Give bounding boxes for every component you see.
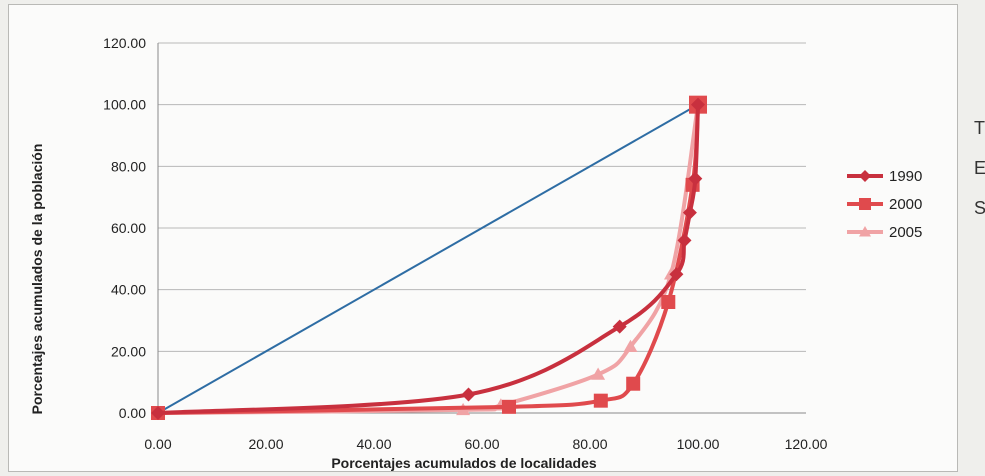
legend-marker-2000 [859, 198, 871, 210]
series-line-1990 [156, 102, 700, 415]
lorenz-chart: 0.00 20.00 40.00 60.00 80.00 100.00 120.00 0.00… [29, 35, 922, 471]
point-1990-3 [669, 267, 684, 282]
legend: 1990 2000 2005 [847, 168, 922, 241]
x-tick-label-0: 0.00 [144, 436, 171, 452]
y-tick-label-1: 20.00 [111, 343, 146, 359]
point-1990-2 [612, 319, 627, 334]
point-2005-4 [623, 339, 638, 352]
legend-marker-1990 [859, 170, 871, 182]
legend-label-2005: 2005 [889, 224, 922, 241]
x-tick-label-3: 60.00 [464, 436, 499, 452]
x-tick-label-5: 100.00 [677, 436, 720, 452]
x-tick-label-4: 80.00 [572, 436, 607, 452]
axis-layer: 0.00 20.00 40.00 60.00 80.00 100.00 120.00 0.00… [103, 35, 827, 452]
x-tick-label-6: 120.00 [785, 436, 828, 452]
series-line-2000 [156, 102, 700, 415]
y-tick-label-5: 100.00 [103, 97, 146, 113]
y-tick-label-0: 0.00 [119, 405, 146, 421]
point-1990-4 [677, 233, 692, 248]
side-text-fragment: T E S [974, 108, 985, 228]
point-1990-1 [461, 387, 476, 402]
point-1990-0 [151, 406, 165, 420]
grid-layer [158, 42, 806, 352]
point-2005-3 [591, 367, 606, 380]
y-tick-label-4: 80.00 [111, 158, 146, 174]
y-tick-label-2: 40.00 [111, 282, 146, 298]
x-axis-title: Porcentajes acumulados de localidades [331, 455, 597, 471]
y-axis-title: Porcentajes acumulados de la población [29, 144, 45, 415]
side-text-line-3: S [974, 198, 985, 218]
point-1990-7 [691, 97, 705, 112]
equality-line [157, 103, 699, 414]
series-layer [151, 95, 707, 420]
side-text-line-1: T [974, 118, 985, 138]
y-tick-label-6: 120.00 [103, 35, 146, 51]
point-1990-6 [688, 171, 703, 186]
point-2000-3 [626, 376, 641, 391]
point-2000-1 [502, 399, 516, 414]
point-1990-5 [682, 205, 697, 220]
y-tick-label-3: 60.00 [111, 220, 146, 236]
legend-marker-2005 [859, 226, 871, 237]
legend-label-2000: 2000 [889, 196, 922, 213]
x-tick-label-1: 20.00 [248, 436, 283, 452]
legend-label-1990: 1990 [889, 168, 922, 185]
chart-frame: 0.00 20.00 40.00 60.00 80.00 100.00 120.00 0.00… [8, 4, 958, 472]
point-2000-2 [593, 393, 608, 408]
side-text-line-2: E [974, 158, 985, 178]
point-2000-4 [661, 295, 676, 309]
x-tick-label-2: 40.00 [356, 436, 391, 452]
